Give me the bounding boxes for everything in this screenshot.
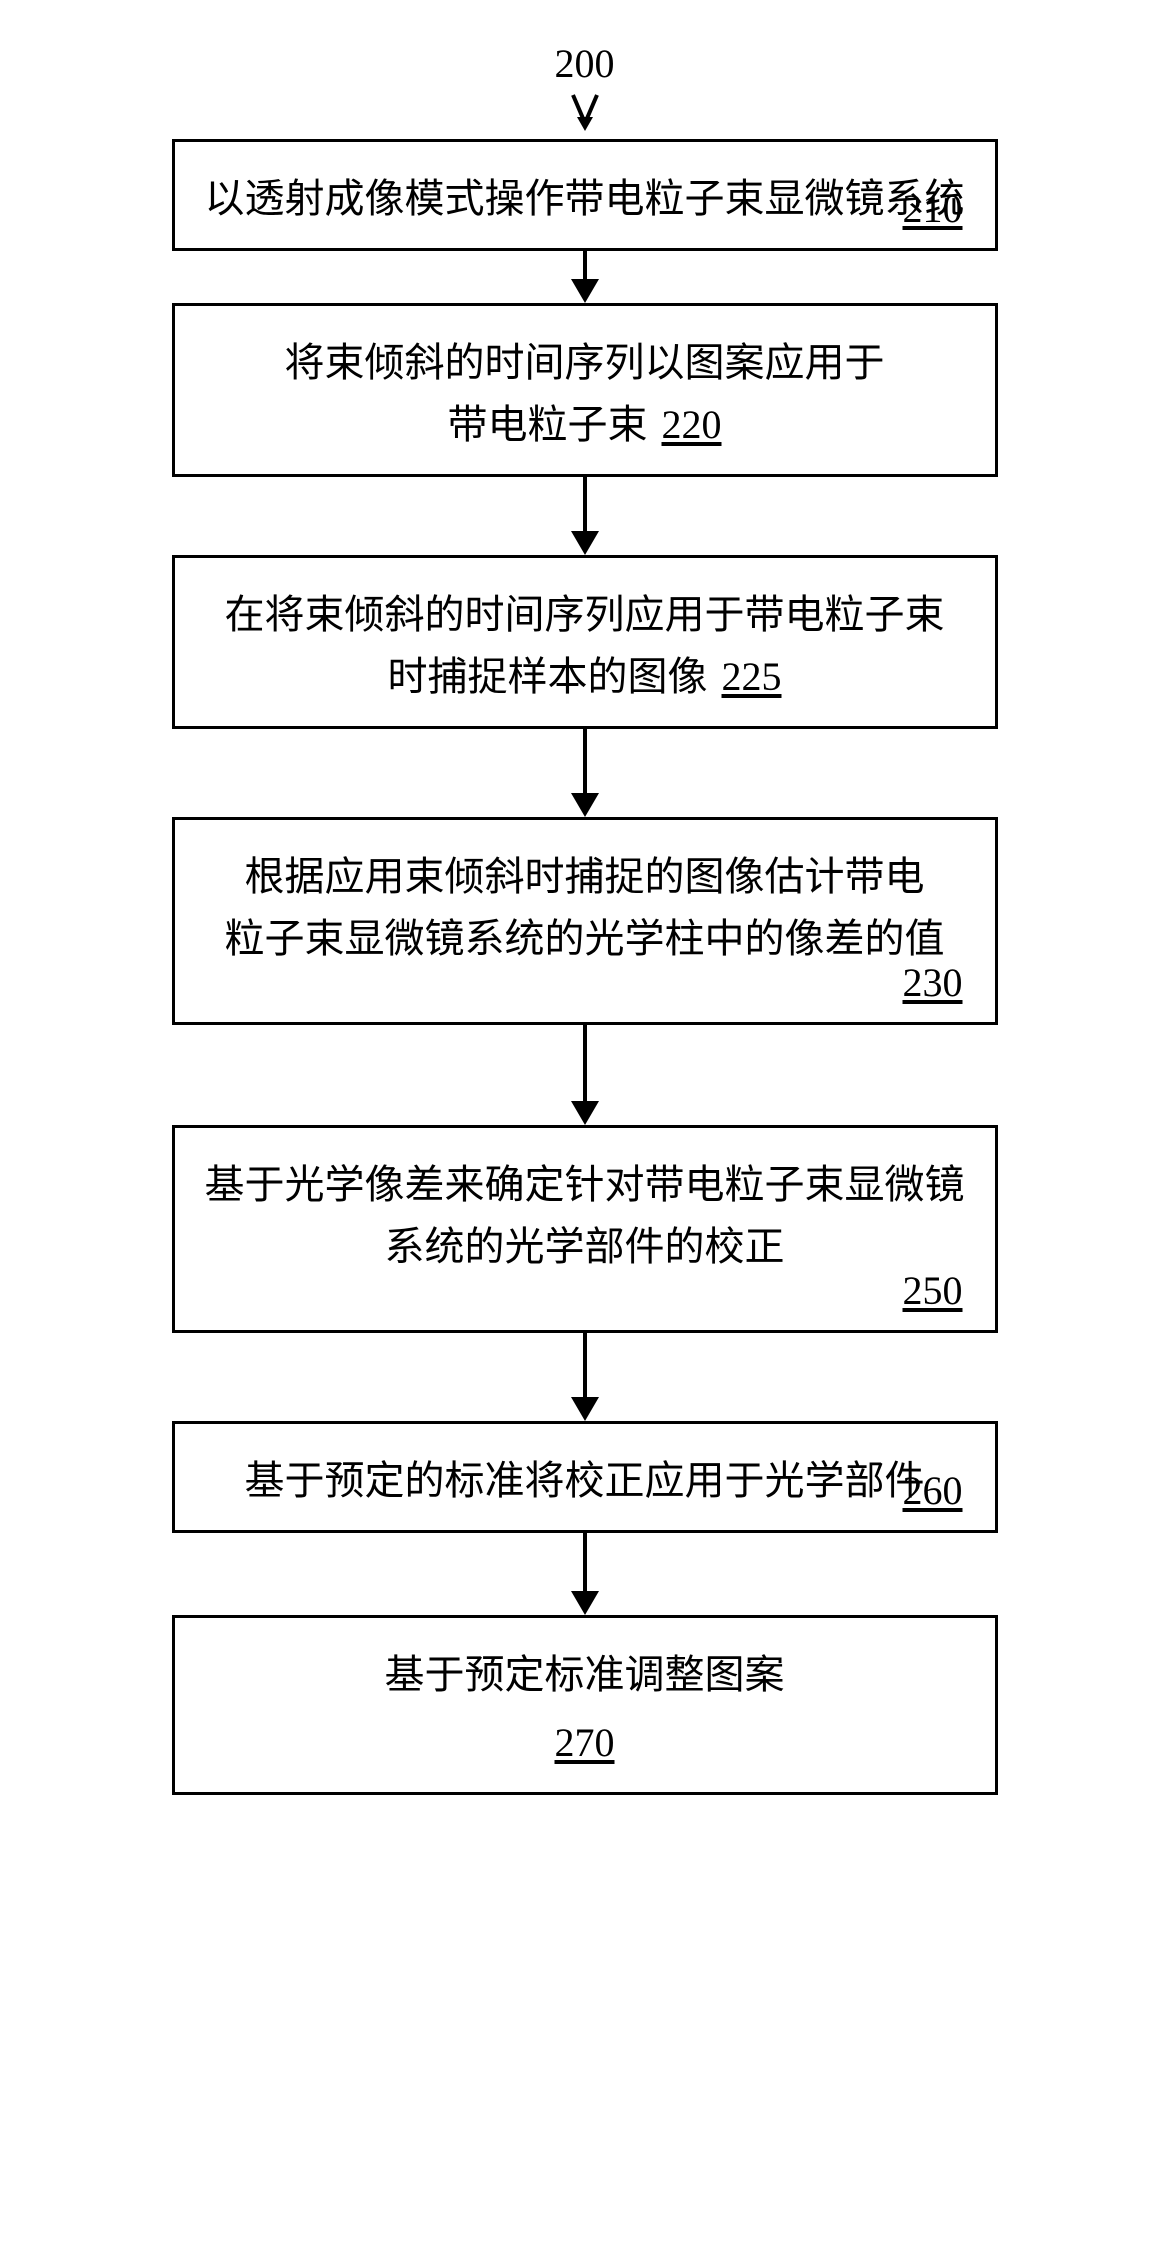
step-number: 230: [903, 959, 963, 1006]
flow-step-text: 基于预定标准调整图案270: [385, 1644, 785, 1774]
flow-step-220: 将束倾斜的时间序列以图案应用于带电粒子束220: [172, 303, 998, 477]
arrow-down-icon: [172, 1333, 998, 1421]
flow-step-225: 在将束倾斜的时间序列应用于带电粒子束时捕捉样本的图像225: [172, 555, 998, 729]
diagram-number: 200: [555, 40, 615, 87]
arrow-down-icon: [172, 477, 998, 555]
diagram-number-label: 200: [555, 40, 615, 131]
step-number: 220: [662, 402, 722, 447]
step-number: 250: [903, 1267, 963, 1314]
flow-step-text: 基于预定的标准将校正应用于光学部件: [245, 1450, 925, 1512]
flow-step-text: 将束倾斜的时间序列以图案应用于带电粒子束220: [285, 332, 885, 456]
step-number: 260: [903, 1467, 963, 1514]
flowchart-steps: 以透射成像模式操作带电粒子束显微镜系统210 将束倾斜的时间序列以图案应用于带电粒…: [172, 139, 998, 1795]
flow-step-270: 基于预定标准调整图案270: [172, 1615, 998, 1795]
flow-step-250: 基于光学像差来确定针对带电粒子束显微镜系统的光学部件的校正250: [172, 1125, 998, 1333]
arrow-down-icon: [172, 1025, 998, 1125]
flowchart-container: 200 以透射成像模式操作带电粒子束显微镜系统210 将束倾斜的时间序列以图案应用…: [50, 40, 1119, 1795]
flow-step-260: 基于预定的标准将校正应用于光学部件260: [172, 1421, 998, 1533]
pointer-down-icon: [567, 91, 603, 131]
flow-step-text: 在将束倾斜的时间序列应用于带电粒子束时捕捉样本的图像225: [225, 584, 945, 708]
step-number: 225: [722, 654, 782, 699]
arrow-down-icon: [172, 1533, 998, 1615]
flow-step-230: 根据应用束倾斜时捕捉的图像估计带电粒子束显微镜系统的光学柱中的像差的值230: [172, 817, 998, 1025]
flow-step-text: 以透射成像模式操作带电粒子束显微镜系统: [205, 168, 965, 230]
flow-step-210: 以透射成像模式操作带电粒子束显微镜系统210: [172, 139, 998, 251]
flow-step-text: 根据应用束倾斜时捕捉的图像估计带电粒子束显微镜系统的光学柱中的像差的值: [225, 846, 945, 970]
arrow-down-icon: [172, 729, 998, 817]
flow-step-text: 基于光学像差来确定针对带电粒子束显微镜系统的光学部件的校正: [205, 1154, 965, 1278]
arrow-down-icon: [172, 251, 998, 303]
step-number: 210: [903, 185, 963, 232]
step-number: 270: [385, 1712, 785, 1774]
